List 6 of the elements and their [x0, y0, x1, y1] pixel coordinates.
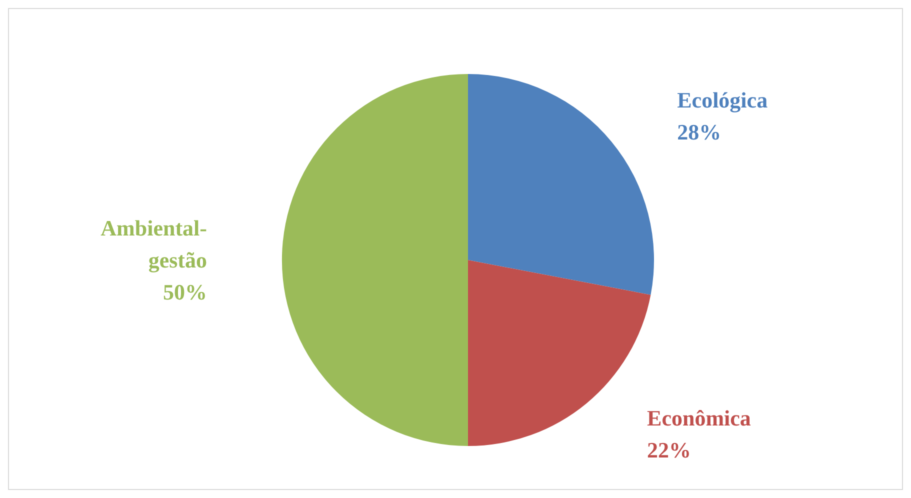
- slice-label: Ecológica: [677, 87, 768, 112]
- data-label: 50%: [163, 280, 207, 304]
- data-label: 22%: [647, 438, 692, 463]
- slice-label: Econômica: [647, 406, 751, 431]
- slice-label: Ambiental- gestão: [100, 216, 207, 272]
- data-label: 28%: [677, 119, 722, 144]
